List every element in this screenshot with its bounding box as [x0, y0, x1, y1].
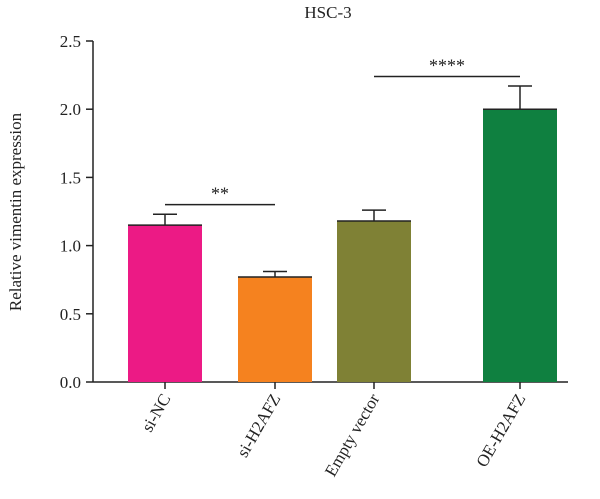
bar-empty-vector: [337, 221, 411, 382]
y-tick-label: 1.5: [60, 168, 81, 187]
bar-oe-h2afz: [483, 109, 557, 382]
y-tick-label: 0.0: [60, 373, 81, 392]
x-tick-label: Empty vector: [321, 390, 384, 480]
y-tick-label: 2.0: [60, 100, 81, 119]
y-tick-label: 0.5: [60, 305, 81, 324]
x-tick-label: si-NC: [138, 391, 175, 436]
significance-label: ****: [429, 55, 465, 75]
y-tick-label: 2.5: [60, 32, 81, 51]
chart-title: HSC-3: [304, 3, 351, 22]
x-tick-label: si-H2AFZ: [233, 391, 284, 461]
significance-label: **: [211, 184, 229, 204]
bar-si-h2afz: [238, 276, 312, 382]
y-tick-label: 1.0: [60, 237, 81, 256]
y-axis-label: Relative vimentin expression: [6, 112, 25, 311]
x-tick-label: OE-H2AFZ: [472, 391, 529, 471]
bar-si-nc: [128, 225, 202, 382]
